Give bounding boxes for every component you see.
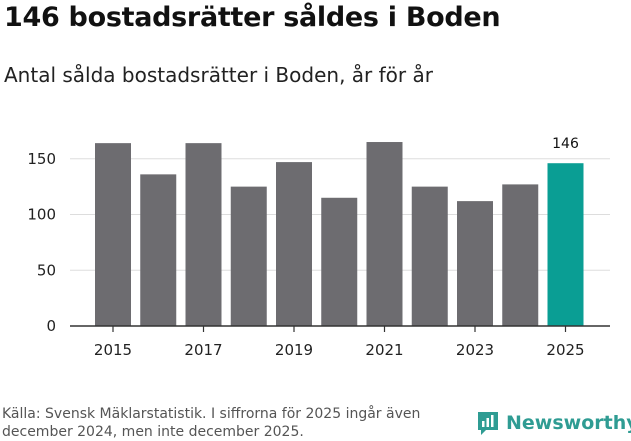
source-note: Källa: Svensk Mäklarstatistik. I siffror… [2,406,421,440]
bar-2023 [457,201,493,326]
newsworthy-logo: Newsworthy [476,408,631,438]
y-tick-label-50: 50 [37,261,56,279]
x-tick-label-2019: 2019 [275,341,313,359]
x-tick-label-2015: 2015 [94,341,132,359]
bar-2017 [185,143,222,326]
bar-chart: 0 50 100 150 2015 2017 2019 2021 2023 2025 146 [27,136,610,359]
data-label-2025: 146 [552,136,579,152]
y-tick-label-150: 150 [27,150,56,168]
chart-subtitle: Antal sålda bostadsrätter i Boden, år fö… [4,63,433,87]
y-tick-label-0: 0 [46,317,56,335]
x-tick-label-2023: 2023 [456,341,494,359]
x-tick-label-2025: 2025 [546,341,584,359]
bar-2018 [230,186,267,326]
newsworthy-logo-icon [478,412,498,435]
chart-title: 146 bostadsrätter såldes i Boden [4,2,501,33]
bar-2020 [321,197,358,326]
y-tick-label-100: 100 [27,206,56,224]
bar-2019 [276,162,312,326]
bar-2015 [95,143,131,326]
newsworthy-logo-text: Newsworthy [506,412,631,434]
bar-2021 [366,142,403,326]
x-tick-label-2021: 2021 [365,341,403,359]
bar-2024 [502,184,539,326]
bar-2022 [411,186,448,326]
bar-2025 [547,163,584,326]
x-tick-label-2017: 2017 [184,341,222,359]
bar-2016 [140,174,177,326]
